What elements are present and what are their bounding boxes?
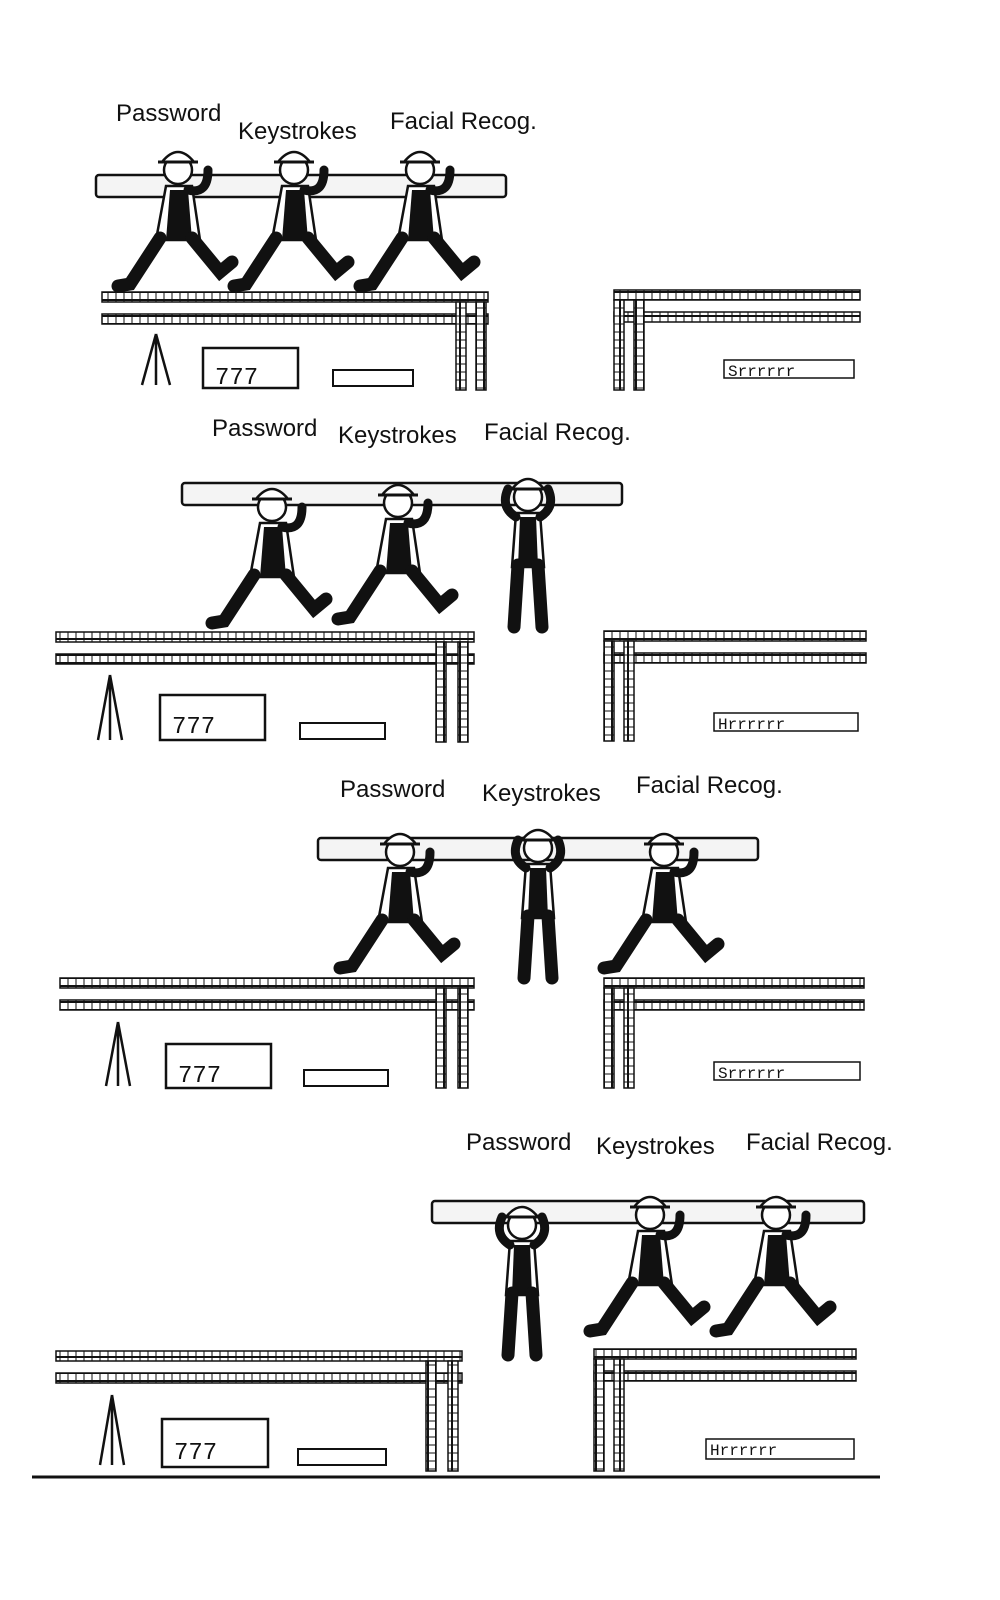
- left-building: 777: [59, 977, 475, 1090]
- worker-password: [212, 489, 326, 623]
- worker-password: [499, 1207, 544, 1355]
- right-building: Hrrrrrr: [603, 630, 867, 742]
- label-password: Password: [212, 415, 318, 442]
- label-keystrokes: Keystrokes: [596, 1133, 715, 1160]
- comic-panel-1: 777 Srrrrrr Password Keystrokes Facial R…: [0, 0, 1000, 395]
- label-facial-recog: Facial Recog.: [636, 772, 783, 799]
- label-keystrokes: Keystrokes: [338, 422, 457, 449]
- svg-text:777: 777: [215, 365, 258, 392]
- label-facial-recog: Facial Recog.: [390, 108, 537, 135]
- svg-text:777: 777: [178, 1063, 221, 1090]
- svg-text:Hrrrrrr: Hrrrrrr: [710, 1442, 777, 1460]
- label-keystrokes: Keystrokes: [238, 118, 357, 145]
- svg-text:777: 777: [172, 714, 215, 741]
- left-building: 777: [101, 291, 489, 392]
- svg-text:Hrrrrrr: Hrrrrrr: [718, 716, 785, 734]
- right-building: Hrrrrrr: [593, 1348, 857, 1472]
- label-password: Password: [340, 776, 446, 803]
- left-building: 777: [55, 631, 475, 743]
- panel-3-drawing: 777 Srrrrrr: [59, 750, 865, 1090]
- worker-password: [118, 152, 232, 286]
- right-building: Srrrrrr: [613, 289, 861, 391]
- worker-keystrokes: [234, 152, 348, 286]
- comic-panel-4: 777 Hrrrrrr Password Keystrokes Facial R…: [0, 1105, 1000, 1505]
- svg-text:Srrrrrr: Srrrrrr: [728, 363, 795, 381]
- svg-text:Srrrrrr: Srrrrrr: [718, 1065, 785, 1083]
- label-password: Password: [466, 1129, 572, 1156]
- left-building: 777: [55, 1350, 463, 1472]
- label-facial-recog: Facial Recog.: [746, 1129, 893, 1156]
- label-keystrokes: Keystrokes: [482, 780, 601, 807]
- right-building: Srrrrrr: [603, 977, 865, 1089]
- panel-4-drawing: 777 Hrrrrrr: [32, 1105, 880, 1479]
- label-facial-recog: Facial Recog.: [484, 419, 631, 446]
- comic-panel-3: 777 Srrrrrr Password Keystrokes Facial R…: [0, 750, 1000, 1105]
- svg-text:777: 777: [174, 1440, 217, 1467]
- panel-2-drawing: 777 Hrrrrrr: [55, 395, 867, 743]
- panel-1-drawing: 777 Srrrrrr: [94, 0, 861, 392]
- label-password: Password: [116, 100, 222, 127]
- comic-panel-2: 777 Hrrrrrr Password Keystrokes Facial R…: [0, 395, 1000, 750]
- worker-facial-recog: [360, 152, 474, 286]
